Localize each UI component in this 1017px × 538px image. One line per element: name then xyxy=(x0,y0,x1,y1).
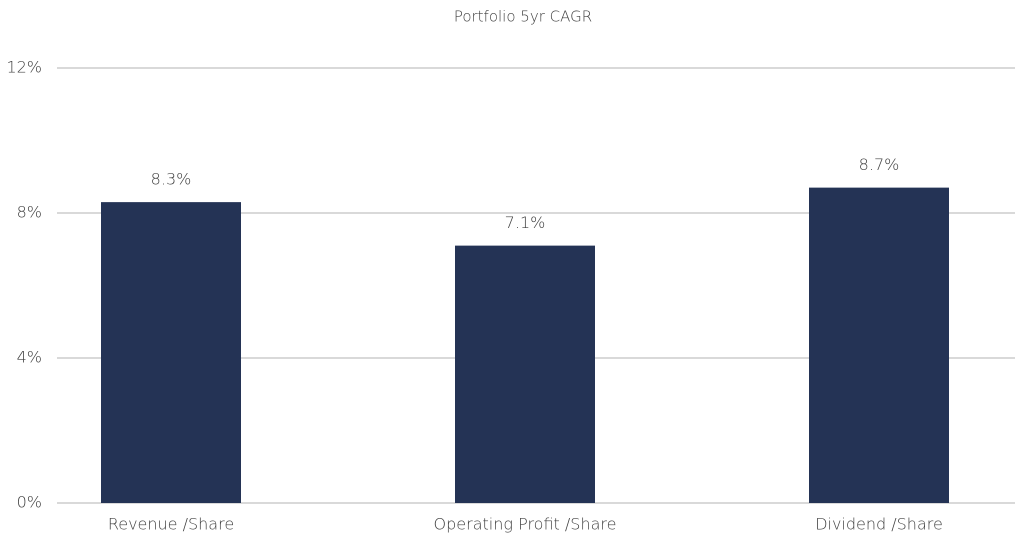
bar xyxy=(809,187,949,503)
data-label: 8.7% xyxy=(859,155,900,174)
data-label: 8.3% xyxy=(151,170,192,189)
x-tick-label: Revenue /Share xyxy=(108,515,234,534)
y-tick-label: 0% xyxy=(17,493,42,512)
y-tick-label: 4% xyxy=(17,348,42,367)
bar xyxy=(455,245,595,503)
chart-title: Portfolio 5yr CAGR xyxy=(454,8,592,26)
y-tick-label: 12% xyxy=(6,58,42,77)
data-label: 7.1% xyxy=(505,213,546,232)
x-tick-label: Dividend /Share xyxy=(815,515,943,534)
y-tick-label: 8% xyxy=(17,203,42,222)
x-tick-label: Operating Profit /Share xyxy=(434,515,617,534)
bar xyxy=(101,202,241,503)
